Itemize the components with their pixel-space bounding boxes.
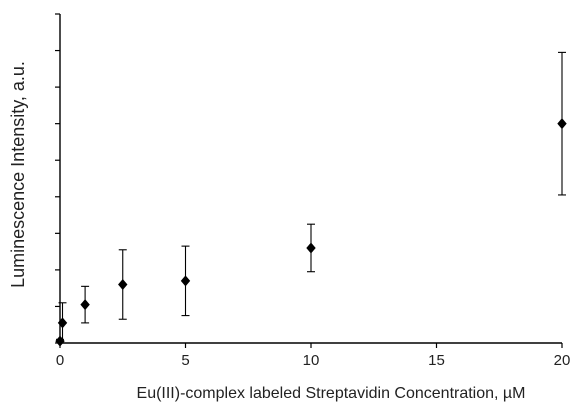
x-axis-title: Eu(III)-complex labeled Streptavidin Con… [137,385,526,402]
axes [59,14,562,344]
data-point [306,242,316,254]
data-point [55,335,65,347]
y-axis-title: Luminescence Intensity, a.u. [8,61,28,288]
x-axis-ticks: 0 5 10 15 20 [56,343,571,369]
x-tick-label: 10 [303,352,320,369]
x-tick-label: 15 [428,352,445,369]
error-bars [56,51,566,343]
data-points [55,118,567,347]
x-tick-label: 5 [181,352,189,369]
data-point [118,279,128,291]
data-point [80,299,90,311]
data-point [557,118,567,130]
x-tick-label: 0 [56,352,64,369]
x-tick-label: 20 [554,352,571,369]
data-point [57,317,68,329]
y-axis-ticks [55,13,60,344]
data-point [180,275,191,287]
